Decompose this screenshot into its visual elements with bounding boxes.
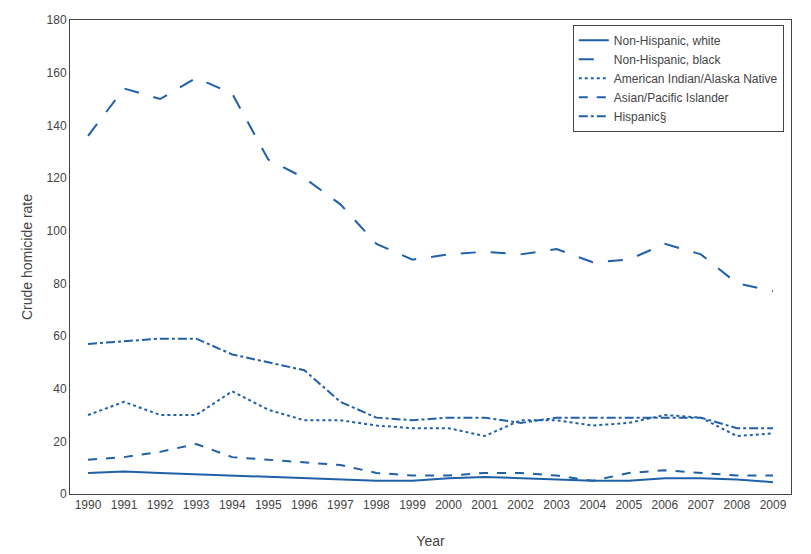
- svg-text:1997: 1997: [327, 498, 354, 512]
- svg-text:American Indian/Alaska Native: American Indian/Alaska Native: [614, 72, 778, 86]
- svg-text:2000: 2000: [435, 498, 462, 512]
- svg-text:2008: 2008: [724, 498, 751, 512]
- svg-text:60: 60: [53, 329, 67, 343]
- svg-text:2001: 2001: [471, 498, 498, 512]
- svg-text:2003: 2003: [543, 498, 570, 512]
- svg-text:1992: 1992: [147, 498, 174, 512]
- svg-text:2009: 2009: [760, 498, 787, 512]
- svg-text:2006: 2006: [651, 498, 678, 512]
- svg-text:1991: 1991: [111, 498, 138, 512]
- svg-text:1996: 1996: [291, 498, 318, 512]
- svg-text:Hispanic§: Hispanic§: [614, 110, 667, 124]
- svg-text:20: 20: [53, 435, 67, 449]
- svg-text:Asian/Pacific Islander: Asian/Pacific Islander: [614, 91, 729, 105]
- svg-text:1990: 1990: [75, 498, 102, 512]
- svg-text:2007: 2007: [688, 498, 715, 512]
- svg-text:2004: 2004: [579, 498, 606, 512]
- svg-text:Crude homicide rate: Crude homicide rate: [19, 194, 35, 320]
- svg-text:1999: 1999: [399, 498, 426, 512]
- svg-text:1995: 1995: [255, 498, 282, 512]
- svg-text:40: 40: [53, 382, 67, 396]
- svg-text:1994: 1994: [219, 498, 246, 512]
- svg-text:80: 80: [53, 277, 67, 291]
- svg-text:2005: 2005: [615, 498, 642, 512]
- svg-text:140: 140: [47, 119, 67, 133]
- svg-text:1993: 1993: [183, 498, 210, 512]
- svg-text:100: 100: [47, 224, 67, 238]
- svg-text:180: 180: [47, 13, 67, 27]
- svg-text:Year: Year: [416, 533, 445, 549]
- svg-text:120: 120: [47, 171, 67, 185]
- svg-text:160: 160: [47, 66, 67, 80]
- svg-text:Non-Hispanic, black: Non-Hispanic, black: [614, 53, 722, 67]
- svg-text:0: 0: [60, 487, 67, 501]
- svg-text:2002: 2002: [507, 498, 534, 512]
- svg-text:1998: 1998: [363, 498, 390, 512]
- svg-text:Non-Hispanic, white: Non-Hispanic, white: [614, 34, 721, 48]
